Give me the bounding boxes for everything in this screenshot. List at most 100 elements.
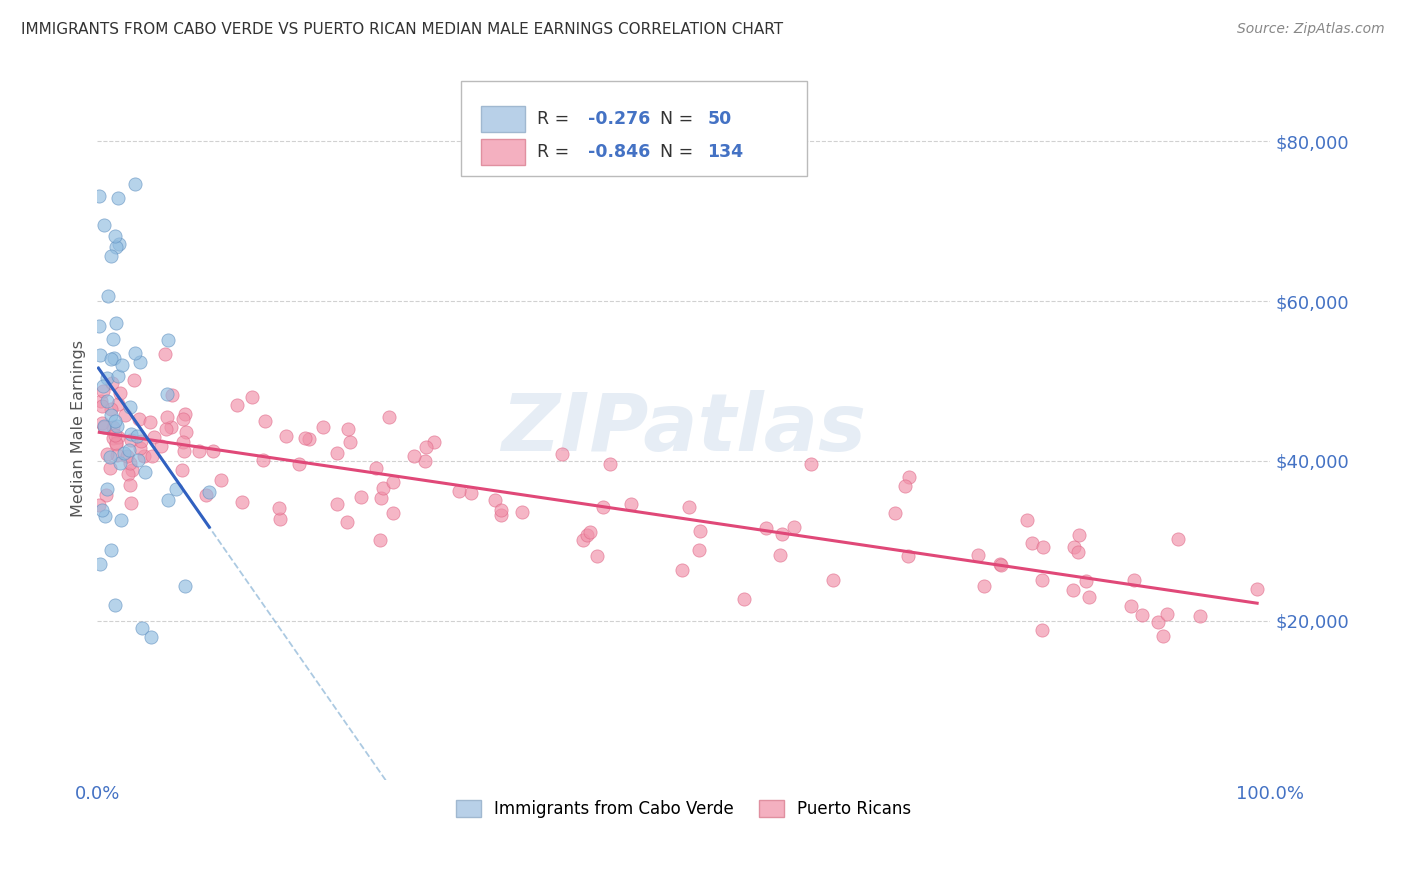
Point xyxy=(1032,540,1054,554)
Point xyxy=(1189,609,1212,624)
Point xyxy=(100,249,122,263)
Point xyxy=(325,497,347,511)
Point xyxy=(599,458,621,472)
FancyBboxPatch shape xyxy=(481,138,526,165)
Point xyxy=(104,428,127,442)
Point xyxy=(689,524,711,539)
Text: ZIPatlas: ZIPatlas xyxy=(502,390,866,468)
Point xyxy=(100,376,122,390)
Point xyxy=(87,189,110,203)
Point xyxy=(120,433,142,447)
Point xyxy=(198,484,221,499)
Point xyxy=(510,505,533,519)
Point xyxy=(298,432,321,446)
Point xyxy=(90,502,112,516)
Point xyxy=(311,420,333,434)
Point xyxy=(973,579,995,593)
Point xyxy=(274,428,297,442)
Point xyxy=(572,533,595,548)
Point xyxy=(159,419,181,434)
Point xyxy=(156,386,179,401)
Point xyxy=(172,434,194,449)
Point xyxy=(1021,536,1043,550)
Point xyxy=(96,371,118,385)
Point xyxy=(897,470,920,484)
Point xyxy=(769,548,792,562)
Point xyxy=(110,513,132,527)
Point xyxy=(118,478,141,492)
Text: 50: 50 xyxy=(707,110,731,128)
Point xyxy=(139,630,162,644)
Point xyxy=(156,333,179,347)
Point xyxy=(104,240,127,254)
Text: -0.846: -0.846 xyxy=(588,143,650,161)
Point xyxy=(188,444,211,458)
Point xyxy=(143,430,166,444)
Point xyxy=(1031,573,1053,587)
Point xyxy=(1067,528,1090,542)
Point xyxy=(98,461,121,475)
Point xyxy=(129,355,152,369)
Point xyxy=(575,528,598,542)
Point xyxy=(1167,532,1189,546)
Point xyxy=(366,461,388,475)
Point xyxy=(592,500,614,514)
Point xyxy=(172,412,194,426)
Point xyxy=(89,319,111,334)
Point xyxy=(115,450,138,464)
Point xyxy=(1062,583,1084,598)
Point xyxy=(107,191,129,205)
Point xyxy=(294,431,316,445)
Text: R =: R = xyxy=(537,110,575,128)
Point xyxy=(93,420,115,434)
Point xyxy=(93,218,115,232)
Point xyxy=(381,506,404,520)
Point xyxy=(201,444,224,458)
Point xyxy=(94,488,117,502)
Text: N =: N = xyxy=(661,110,699,128)
Point xyxy=(124,178,146,192)
Point xyxy=(128,412,150,426)
Point xyxy=(990,558,1012,573)
Point xyxy=(108,386,131,401)
Point xyxy=(103,351,125,365)
Point xyxy=(174,425,197,439)
Point xyxy=(173,444,195,458)
Point xyxy=(783,519,806,533)
Point xyxy=(242,391,264,405)
Point xyxy=(402,449,425,463)
Point xyxy=(339,434,361,449)
Point xyxy=(267,501,290,516)
Point xyxy=(131,434,153,449)
Point xyxy=(165,482,187,496)
Point xyxy=(156,409,179,424)
Point xyxy=(325,446,347,460)
Point xyxy=(174,408,197,422)
Point xyxy=(226,398,249,412)
Text: -0.276: -0.276 xyxy=(588,110,650,128)
Point xyxy=(551,447,574,461)
Point xyxy=(93,419,115,434)
Point xyxy=(134,465,156,479)
Text: 134: 134 xyxy=(707,143,744,161)
Point xyxy=(897,549,920,564)
Point xyxy=(107,369,129,384)
Point xyxy=(381,475,404,489)
Point xyxy=(121,463,143,477)
Point xyxy=(336,422,359,436)
Point xyxy=(97,288,120,302)
Point xyxy=(105,316,128,330)
Point xyxy=(671,563,693,577)
Point xyxy=(100,409,122,423)
Point xyxy=(252,453,274,467)
Point xyxy=(125,429,148,443)
Point xyxy=(155,421,177,435)
Point xyxy=(90,399,112,413)
Point xyxy=(100,542,122,557)
Point xyxy=(800,457,823,471)
Text: Source: ZipAtlas.com: Source: ZipAtlas.com xyxy=(1237,22,1385,37)
Point xyxy=(103,431,125,445)
Point xyxy=(153,347,176,361)
Point xyxy=(688,543,710,558)
Point xyxy=(194,488,217,502)
